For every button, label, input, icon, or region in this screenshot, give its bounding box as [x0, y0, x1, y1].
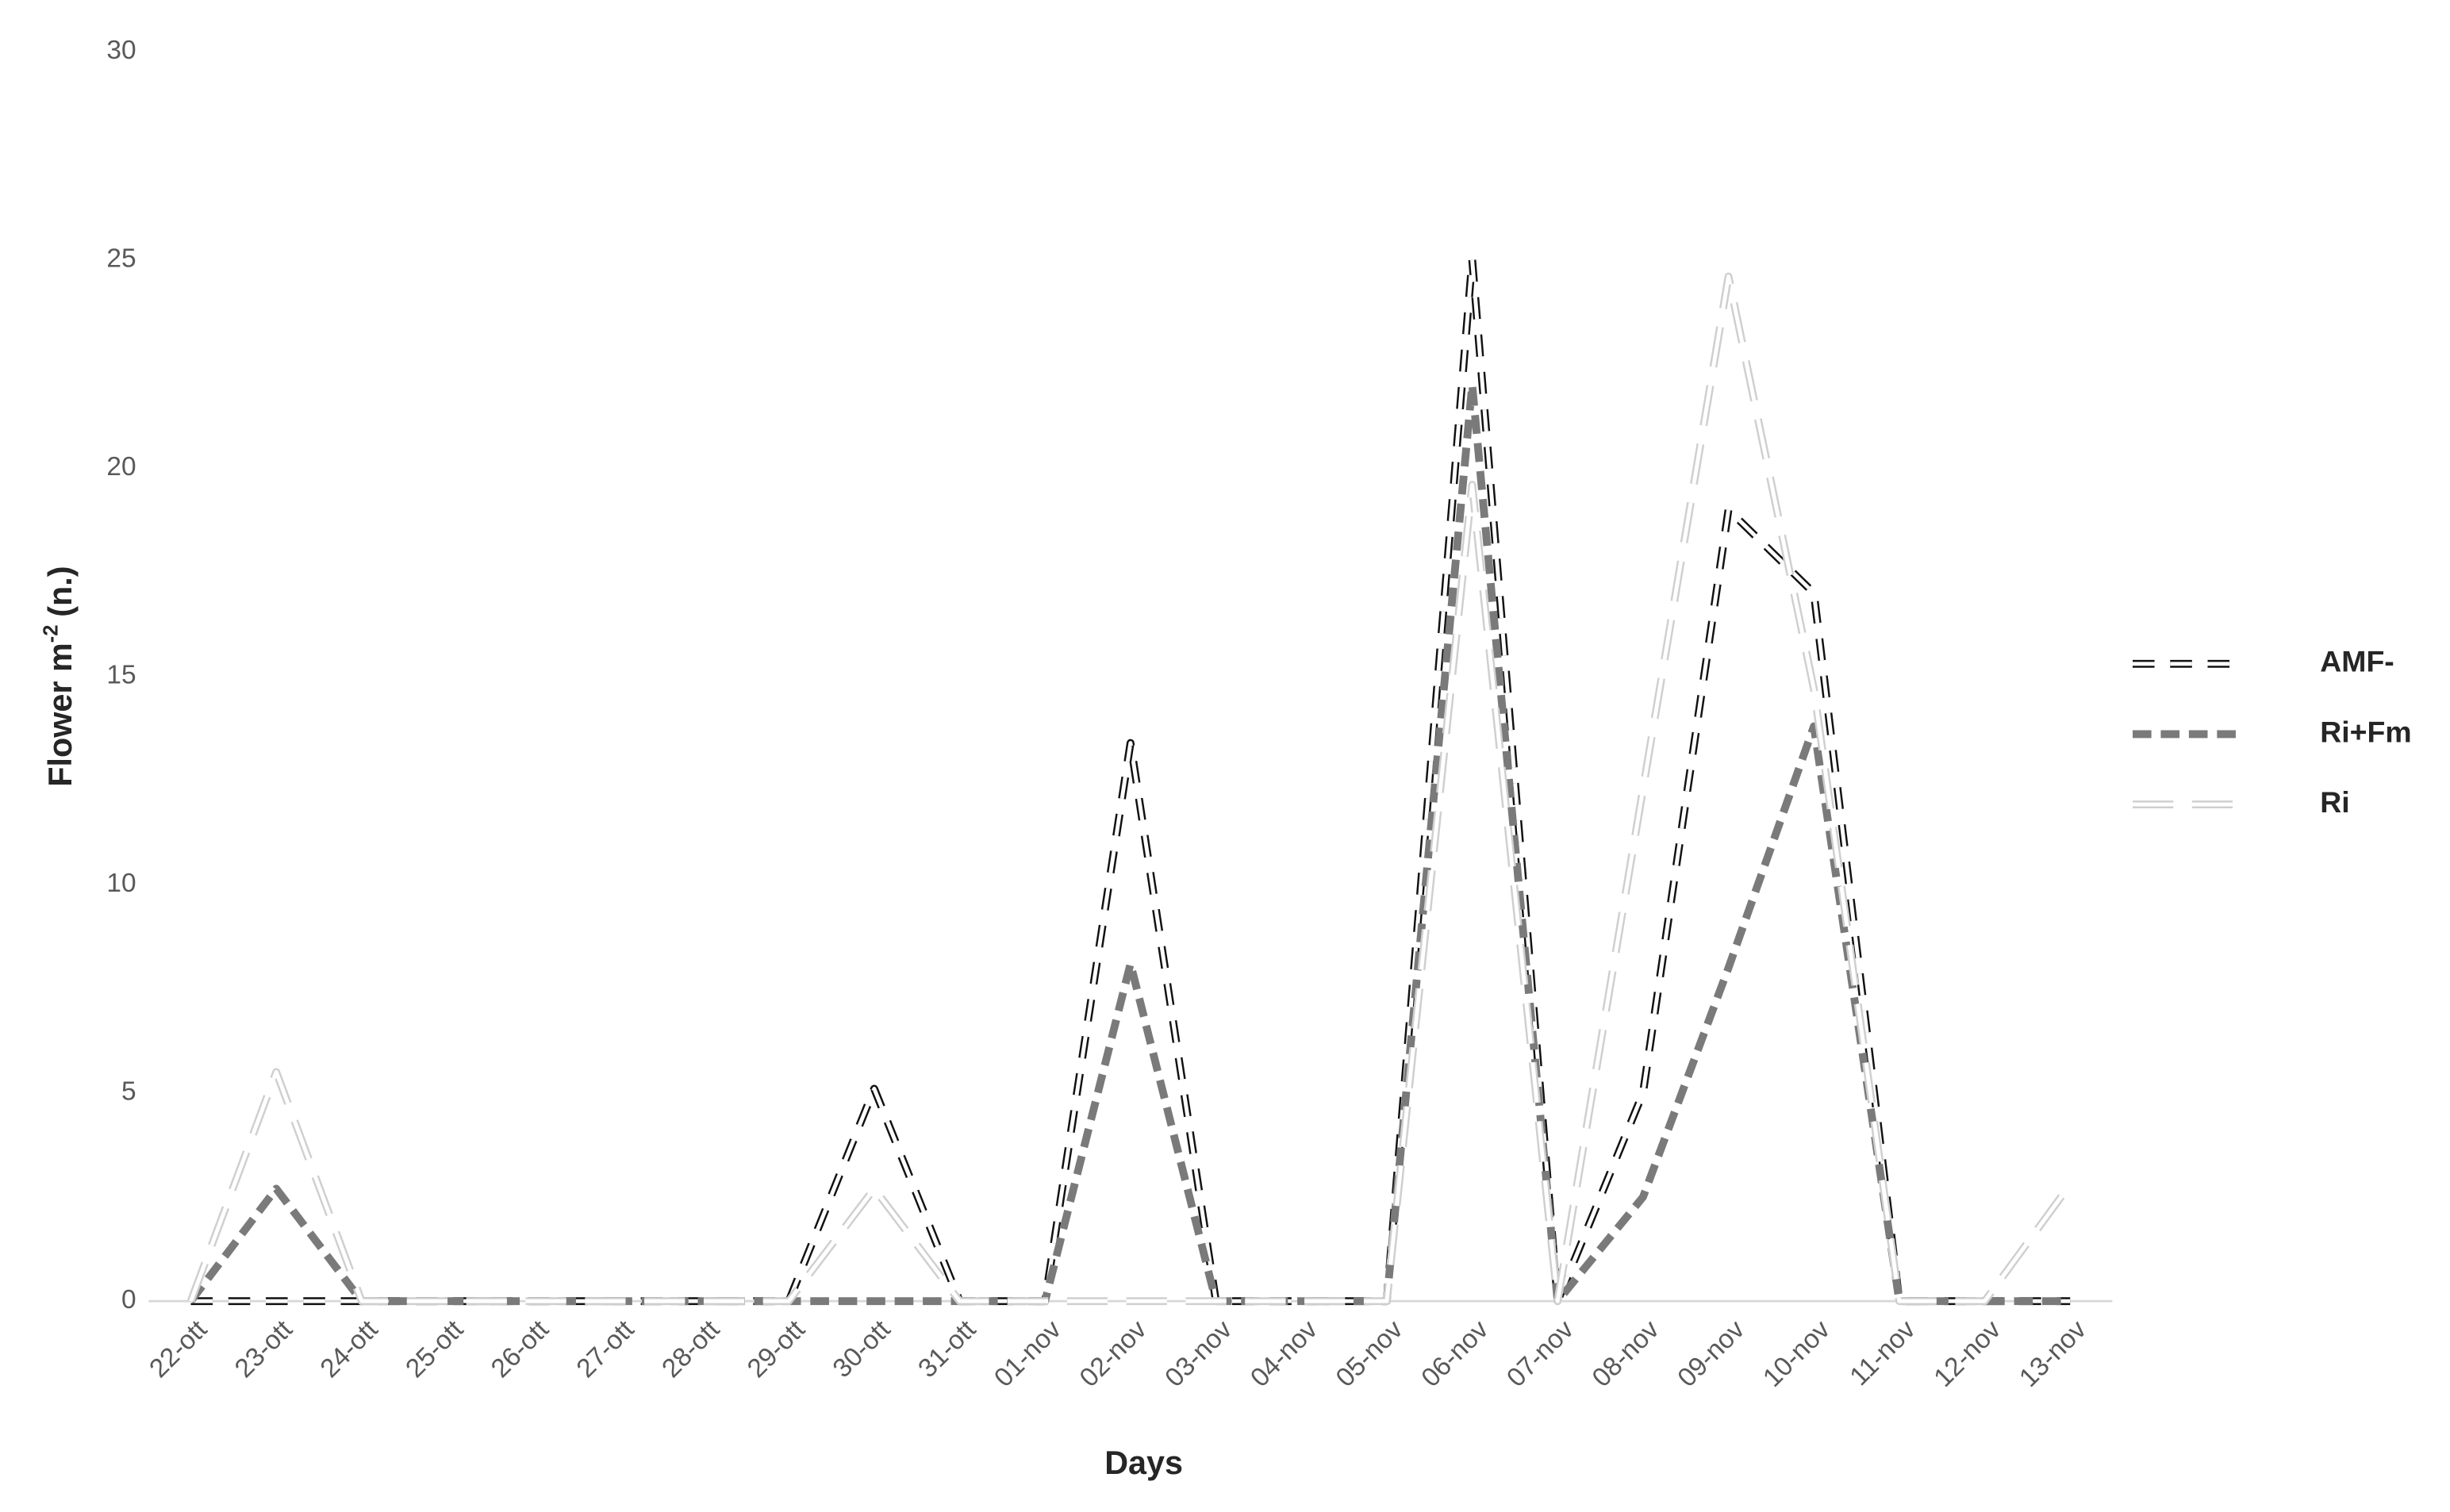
x-tick-label: 13-nov [2014, 1314, 2092, 1393]
legend-label: Ri [2320, 785, 2349, 819]
x-tick-label: 02-nov [1074, 1314, 1153, 1393]
x-tick-label: 23-ott [229, 1314, 298, 1383]
x-tick-label: 24-ott [315, 1314, 384, 1383]
y-tick-label: 10 [106, 869, 136, 898]
y-tick-label: 0 [121, 1285, 136, 1314]
y-tick-label: 30 [106, 36, 136, 65]
series-line [186, 272, 2074, 1306]
y-tick-label: 20 [106, 452, 136, 482]
y-tick-label: 25 [106, 244, 136, 273]
x-tick-label: 08-nov [1587, 1314, 1665, 1393]
x-tick-label: 12-nov [1929, 1314, 2007, 1393]
y-axis-title-sup: -2 [40, 625, 62, 643]
y-tick-label: 5 [121, 1076, 136, 1106]
x-tick-label: 05-nov [1331, 1314, 1409, 1393]
series-line [190, 255, 2071, 1306]
x-tick-label: 04-nov [1245, 1314, 1323, 1393]
x-tick-label: 01-nov [989, 1314, 1067, 1393]
series-line [187, 381, 2071, 1306]
x-tick-label: 03-nov [1160, 1314, 1238, 1393]
y-tick-label: 15 [106, 660, 136, 689]
x-tick-label: 28-ott [657, 1314, 726, 1383]
x-axis-title: Days [1104, 1445, 1183, 1481]
legend-label: Ri+Fm [2320, 715, 2411, 748]
x-tick-label: 30-ott [828, 1314, 897, 1383]
x-tick-label: 09-nov [1672, 1314, 1751, 1393]
x-tick-label: 06-nov [1416, 1314, 1495, 1393]
x-tick-label: 10-nov [1757, 1314, 1836, 1393]
y-axis-title-main: Flower m [42, 643, 79, 786]
y-axis-title-unit: (n.) [42, 566, 79, 616]
x-tick-label: 29-ott [742, 1314, 811, 1383]
x-tick-label: 31-ott [913, 1314, 982, 1383]
series-line-core [190, 258, 2071, 1303]
x-tick-label: 11-nov [1845, 1314, 1922, 1391]
x-tick-label: 07-nov [1501, 1314, 1580, 1393]
x-tick-label: 26-ott [486, 1314, 555, 1383]
x-tick-label: 27-ott [571, 1314, 640, 1383]
y-axis-title: Flower m-2 (n.) [40, 566, 79, 786]
legend-label: AMF- [2320, 645, 2394, 678]
series-line-core [189, 274, 2072, 1303]
x-tick-label: 22-ott [144, 1314, 213, 1383]
x-tick-label: 25-ott [400, 1314, 469, 1383]
